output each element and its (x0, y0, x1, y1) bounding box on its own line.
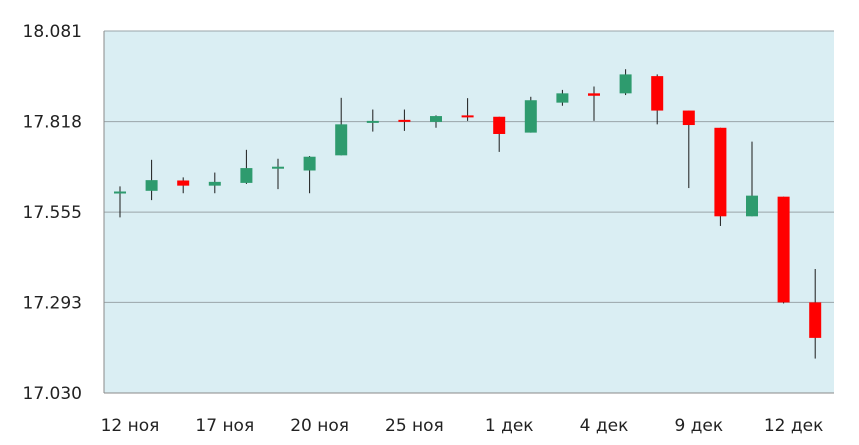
candle-body-up (208, 181, 221, 186)
candle-body-up (272, 166, 284, 169)
candle-body-down (398, 119, 411, 122)
candle-body-down (682, 110, 695, 126)
x-tick-label: 12 дек (764, 416, 824, 436)
candle-body-up (619, 74, 632, 94)
x-tick-label: 12 ноя (101, 416, 160, 436)
y-tick-label: 17.818 (23, 113, 82, 133)
candle-body-up (240, 168, 253, 183)
x-tick-label: 9 дек (674, 416, 723, 436)
x-tick-label: 25 ноя (385, 416, 444, 436)
candle-body-up (524, 100, 537, 133)
candle-body-down (651, 76, 664, 111)
y-tick-label: 17.555 (23, 203, 82, 223)
candle-body-down (714, 127, 727, 217)
candle-body-up (366, 120, 379, 123)
candle-body-up (556, 93, 569, 103)
x-tick-label: 1 дек (485, 416, 534, 436)
candle-body-up (430, 116, 442, 122)
y-tick-label: 17.030 (23, 384, 82, 404)
candle-body-up (145, 180, 158, 191)
candle-body-up (746, 195, 758, 217)
candle-body-down (461, 115, 474, 118)
candle-body-down (177, 180, 190, 186)
candle-body-down (493, 116, 506, 134)
candle-body-down (588, 93, 600, 96)
candle-body-down (777, 196, 790, 303)
y-tick-label: 17.293 (23, 293, 82, 313)
y-tick-label: 18.081 (23, 22, 82, 42)
x-tick-label: 4 дек (580, 416, 629, 436)
candle-body-down (809, 302, 822, 338)
candle-body-up (114, 191, 126, 194)
x-tick-label: 17 ноя (195, 416, 254, 436)
candle-body-up (303, 156, 316, 171)
candle-body-up (335, 124, 348, 156)
x-tick-label: 20 ноя (290, 416, 349, 436)
